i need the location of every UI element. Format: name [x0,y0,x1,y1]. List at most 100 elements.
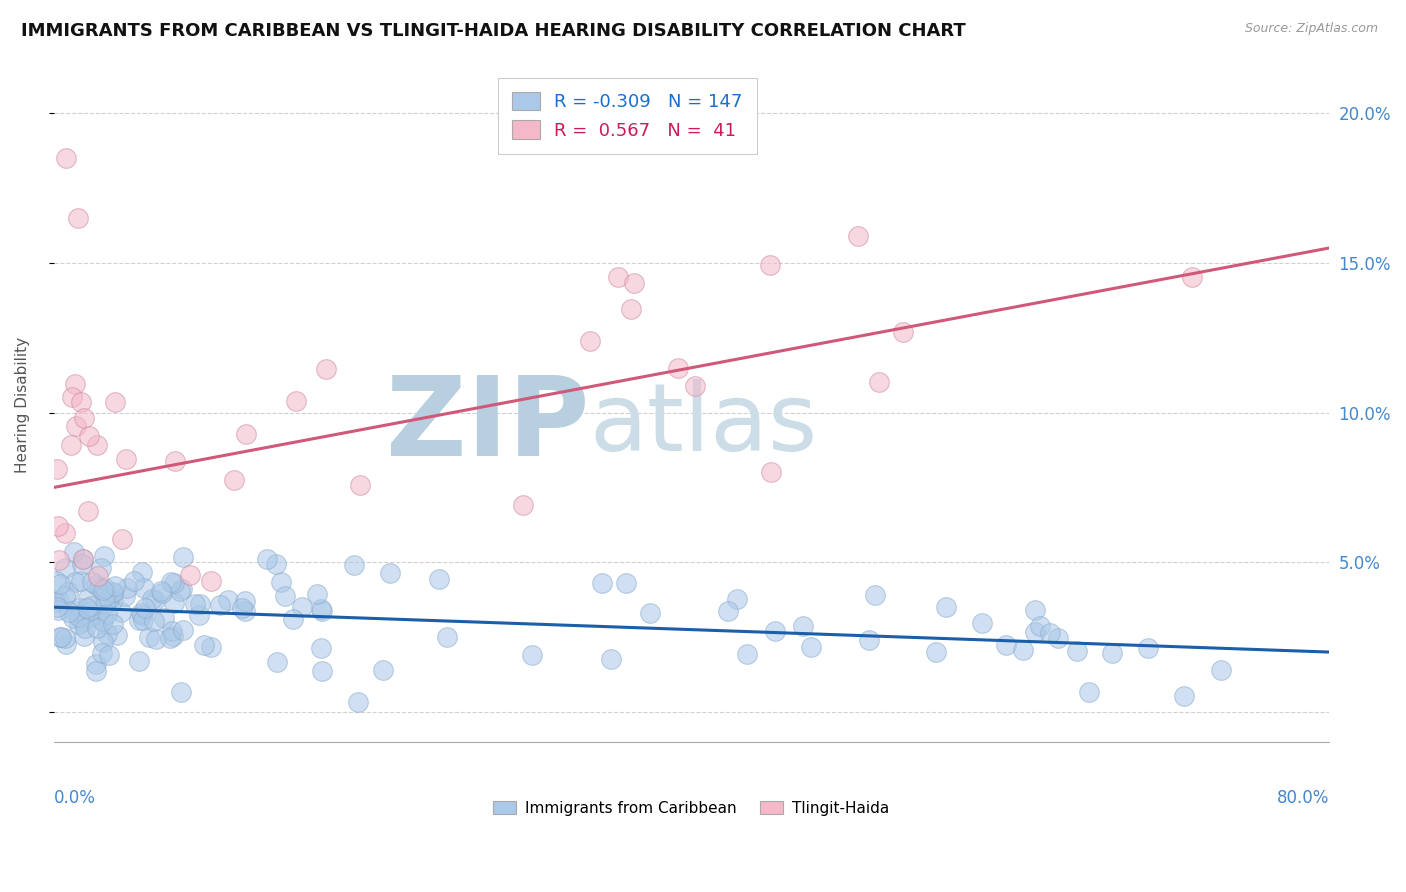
Point [512,498,534,512]
Point [606,270,628,285]
Point [122,574,145,588]
Point [55,637,77,651]
Point [93,549,115,564]
Point [159,632,181,646]
Point [224,473,246,487]
Point [69,574,91,588]
Point [97,648,120,662]
Point [848,229,870,244]
Point [131,608,153,623]
Point [76,601,98,615]
Point [53,525,76,540]
Point [67,600,90,615]
Point [717,604,740,618]
Point [1039,625,1062,640]
Point [67,610,90,624]
Point [1046,632,1069,646]
Point [46,518,69,533]
Point [1181,269,1204,284]
Point [134,582,156,596]
Point [427,573,450,587]
Point [145,632,167,646]
Point [104,395,127,409]
Point [53,589,76,603]
Point [172,549,194,564]
Point [128,613,150,627]
Text: ZIP: ZIP [385,372,589,479]
Point [281,612,304,626]
Point [77,504,100,518]
Point [51,630,73,644]
Point [48,593,70,607]
Point [96,607,118,621]
Point [179,568,201,582]
Point [735,647,758,661]
Point [1011,642,1033,657]
Point [614,575,637,590]
Point [60,438,83,452]
Point [169,584,191,599]
Text: 0.0%: 0.0% [53,789,96,807]
Point [235,426,257,441]
Point [62,390,84,404]
Point [868,376,890,390]
Point [349,478,371,492]
Point [591,575,613,590]
Point [63,376,86,391]
Point [373,663,395,677]
Point [129,606,152,620]
Point [94,597,117,611]
Text: atlas: atlas [589,379,817,471]
Point [101,586,124,600]
Point [90,646,112,660]
Point [87,607,110,621]
Point [1066,644,1088,658]
Point [72,552,94,566]
Point [89,581,111,595]
Point [1173,689,1195,703]
Point [72,552,94,566]
Point [1136,641,1159,656]
Point [70,557,93,571]
Point [763,624,786,639]
Point [46,461,69,475]
Point [599,651,621,665]
Point [309,601,332,615]
Point [134,601,156,615]
Point [110,605,132,619]
Point [96,627,118,641]
Point [683,378,706,392]
Point [45,600,67,615]
Point [90,614,112,628]
Point [233,604,256,618]
Point [101,585,124,599]
Point [620,302,643,317]
Point [62,611,84,625]
Point [162,624,184,638]
Point [105,627,128,641]
Point [1211,663,1233,677]
Point [150,583,173,598]
Point [266,558,288,572]
Text: IMMIGRANTS FROM CARIBBEAN VS TLINGIT-HAIDA HEARING DISABILITY CORRELATION CHART: IMMIGRANTS FROM CARIBBEAN VS TLINGIT-HAI… [21,22,966,40]
Point [172,623,194,637]
Point [48,553,70,567]
Point [315,361,337,376]
Point [79,603,101,617]
Text: 80.0%: 80.0% [1277,789,1329,807]
Point [53,631,76,645]
Point [93,581,115,595]
Point [309,640,332,655]
Point [208,598,231,612]
Point [666,360,689,375]
Point [858,633,880,648]
Point [44,594,66,608]
Point [79,609,101,624]
Point [343,558,366,572]
Point [143,614,166,628]
Point [58,605,80,619]
Point [73,621,96,635]
Point [132,613,155,627]
Point [187,607,209,622]
Point [115,581,138,595]
